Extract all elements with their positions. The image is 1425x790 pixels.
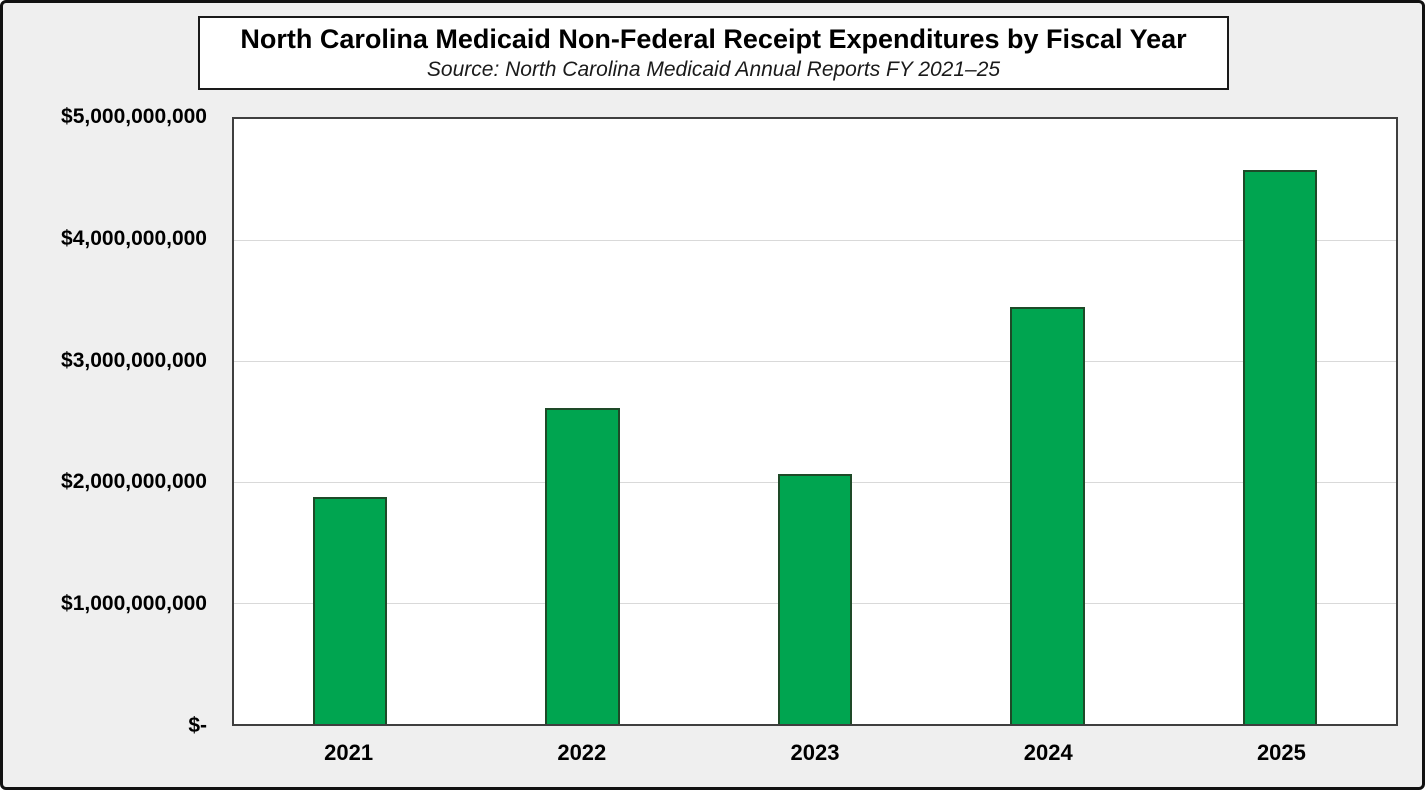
x-axis: 2021 2022 2023 2024 2025 — [232, 740, 1398, 766]
bar-2022 — [545, 408, 620, 724]
bar-slot-2021 — [234, 119, 466, 724]
y-tick-label: $1,000,000,000 — [61, 592, 207, 616]
y-tick-label: $4,000,000,000 — [61, 226, 207, 250]
x-tick-label-2022: 2022 — [557, 740, 607, 765]
x-tick-label-2021: 2021 — [324, 740, 374, 765]
gridline — [234, 240, 1396, 241]
chart-subtitle: Source: North Carolina Medicaid Annual R… — [426, 57, 1001, 81]
chart-title-box: North Carolina Medicaid Non-Federal Rece… — [198, 16, 1229, 90]
plot-area — [232, 117, 1398, 726]
y-axis: $5,000,000,000 $4,000,000,000 $3,000,000,0… — [3, 105, 207, 737]
y-tick-label: $3,000,000,000 — [61, 348, 207, 372]
y-tick-label: $5,000,000,000 — [61, 105, 207, 128]
bar-slot-2022 — [466, 119, 698, 724]
gridline — [234, 361, 1396, 362]
x-tick-label-2023: 2023 — [790, 740, 840, 765]
bar-2021 — [313, 496, 388, 724]
y-tick-label: $- — [188, 714, 207, 737]
bar-slot-2024 — [931, 119, 1163, 724]
bar-slot-2025 — [1164, 119, 1396, 724]
bar-2024 — [1010, 306, 1085, 724]
bar-2023 — [777, 473, 853, 724]
x-tick-label-2024: 2024 — [1023, 740, 1073, 765]
chart-title: North Carolina Medicaid Non-Federal Rece… — [240, 23, 1187, 54]
bar-2025 — [1242, 169, 1317, 724]
x-tick-label-2025: 2025 — [1256, 740, 1306, 765]
bar-slot-2023 — [699, 119, 931, 724]
bars-row — [234, 119, 1396, 724]
y-tick-label: $2,000,000,000 — [61, 470, 207, 494]
